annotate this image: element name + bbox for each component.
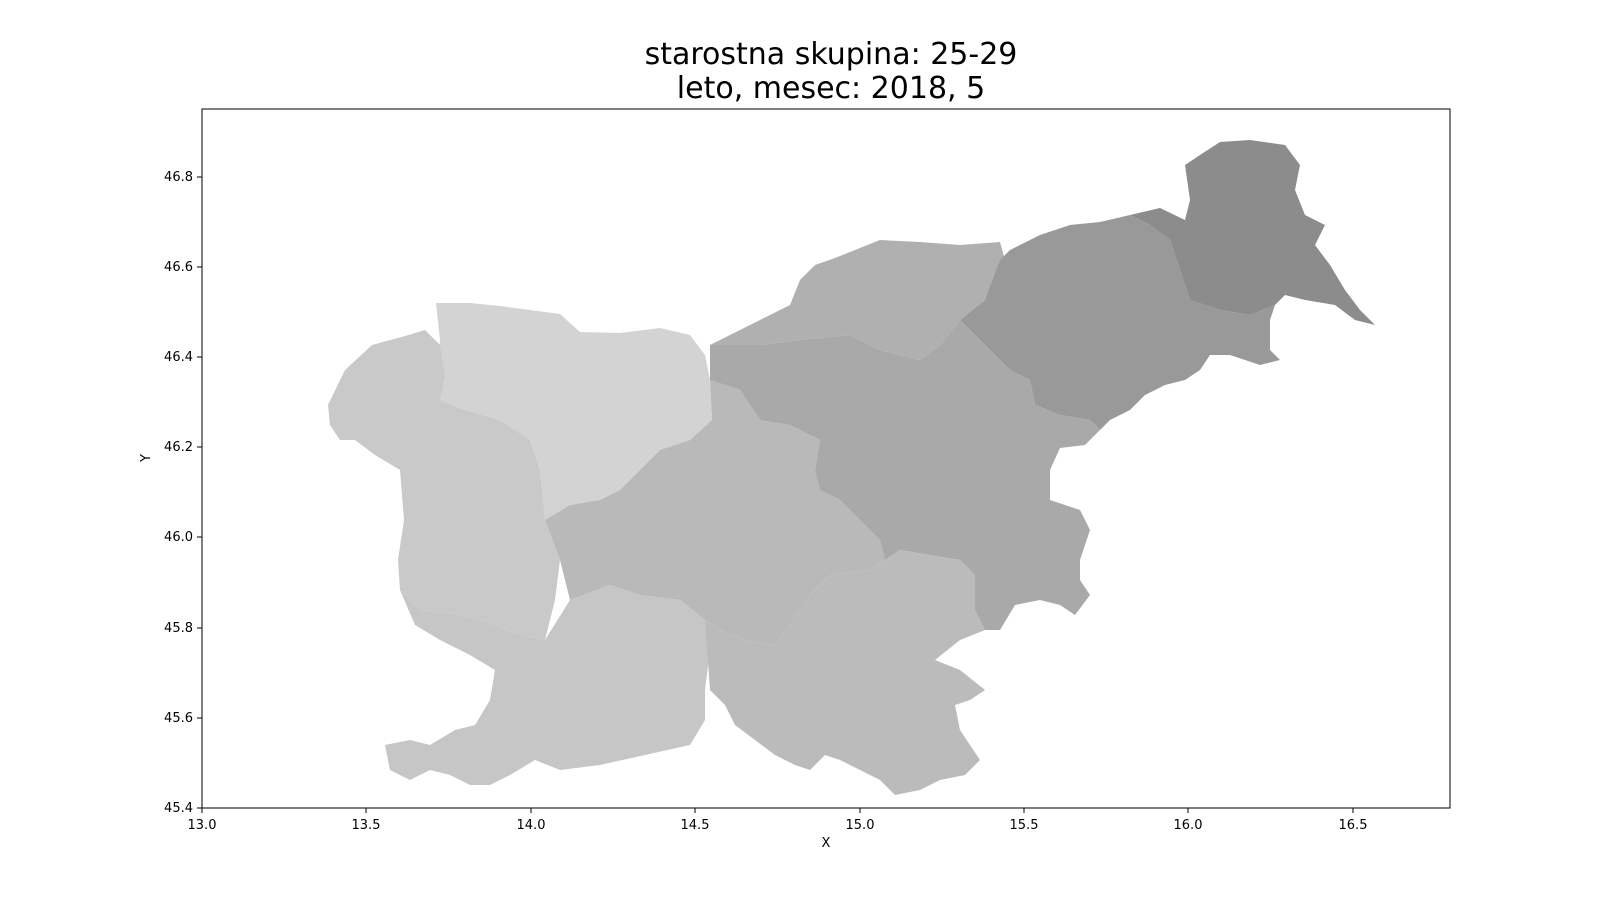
y-axis-ticks: 45.4 45.6 45.8 46.0 46.2 46.4 46.6 46.8: [164, 170, 202, 816]
x-tick-label: 14.5: [681, 818, 710, 833]
region-northeast: [1130, 140, 1375, 325]
x-tick-label: 16.0: [1174, 818, 1203, 833]
y-tick-label: 45.6: [164, 711, 193, 726]
x-axis-label: X: [822, 836, 831, 851]
y-tick-label: 46.0: [164, 530, 193, 545]
y-axis-label: Y: [139, 454, 154, 463]
x-tick-label: 13.5: [352, 818, 381, 833]
x-tick-label: 15.5: [1010, 818, 1039, 833]
region-north-central: [710, 240, 1005, 360]
x-tick-label: 13.0: [188, 818, 217, 833]
region-east: [960, 215, 1280, 430]
region-southwest: [385, 585, 710, 785]
y-tick-label: 45.4: [164, 801, 193, 816]
region-west: [328, 330, 560, 640]
region-central-east: [710, 320, 1100, 630]
chart-title-line-2: leto, mesec: 2018, 5: [676, 71, 986, 106]
map-regions: [328, 140, 1375, 795]
region-south: [705, 550, 985, 795]
region-northwest: [436, 303, 712, 520]
x-axis-ticks: 13.0 13.5 14.0 14.5 15.0 15.5 16.0 16.5: [188, 808, 1368, 833]
x-tick-label: 14.0: [517, 818, 546, 833]
x-tick-label: 16.5: [1339, 818, 1368, 833]
y-tick-label: 46.6: [164, 260, 193, 275]
y-tick-label: 45.8: [164, 621, 193, 636]
y-tick-label: 46.2: [164, 440, 193, 455]
y-tick-label: 46.4: [164, 350, 193, 365]
chart-title-line-1: starostna skupina: 25-29: [644, 37, 1018, 72]
region-central: [545, 380, 885, 645]
axes-frame: [201, 108, 1451, 809]
y-tick-label: 46.8: [164, 170, 193, 185]
x-tick-label: 15.0: [846, 818, 875, 833]
